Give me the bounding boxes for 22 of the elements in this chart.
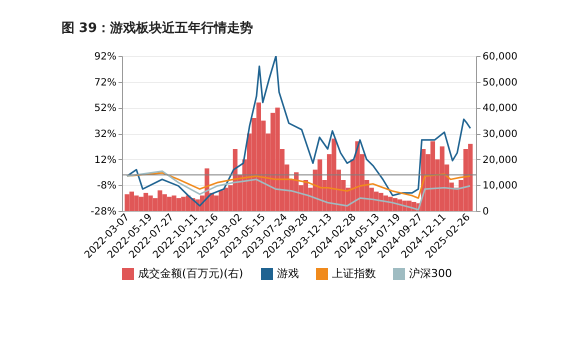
line-series: [126, 56, 472, 207]
y2-tick-label: 20,000: [482, 154, 518, 166]
legend-label: 沪深300: [409, 267, 452, 280]
y-tick-label: -28%: [90, 206, 116, 218]
y-tick-label: -8%: [97, 180, 116, 192]
line-series: [126, 170, 471, 211]
y2-tick-label: 10,000: [482, 180, 518, 192]
legend-label: 成交金额(百万元)(右): [138, 267, 244, 280]
y2-tick-label: 60,000: [482, 52, 518, 62]
y2-tick-label: 30,000: [482, 129, 518, 140]
y2-tick-label: 0: [482, 206, 489, 218]
line-series: [126, 172, 471, 199]
chart-title: 图 39：游戏板块近五年行情走势: [61, 20, 253, 36]
y-tick-label: 32%: [94, 129, 116, 140]
y-tick-label: 92%: [94, 52, 116, 62]
legend-label: 游戏: [277, 267, 299, 280]
y-tick-label: 52%: [94, 103, 116, 114]
y2-tick-label: 40,000: [482, 103, 518, 114]
y-tick-label: 72%: [94, 77, 116, 88]
y-tick-label: 12%: [94, 154, 116, 166]
y2-tick-label: 50,000: [482, 77, 518, 88]
legend-label: 上证指数: [332, 267, 376, 280]
